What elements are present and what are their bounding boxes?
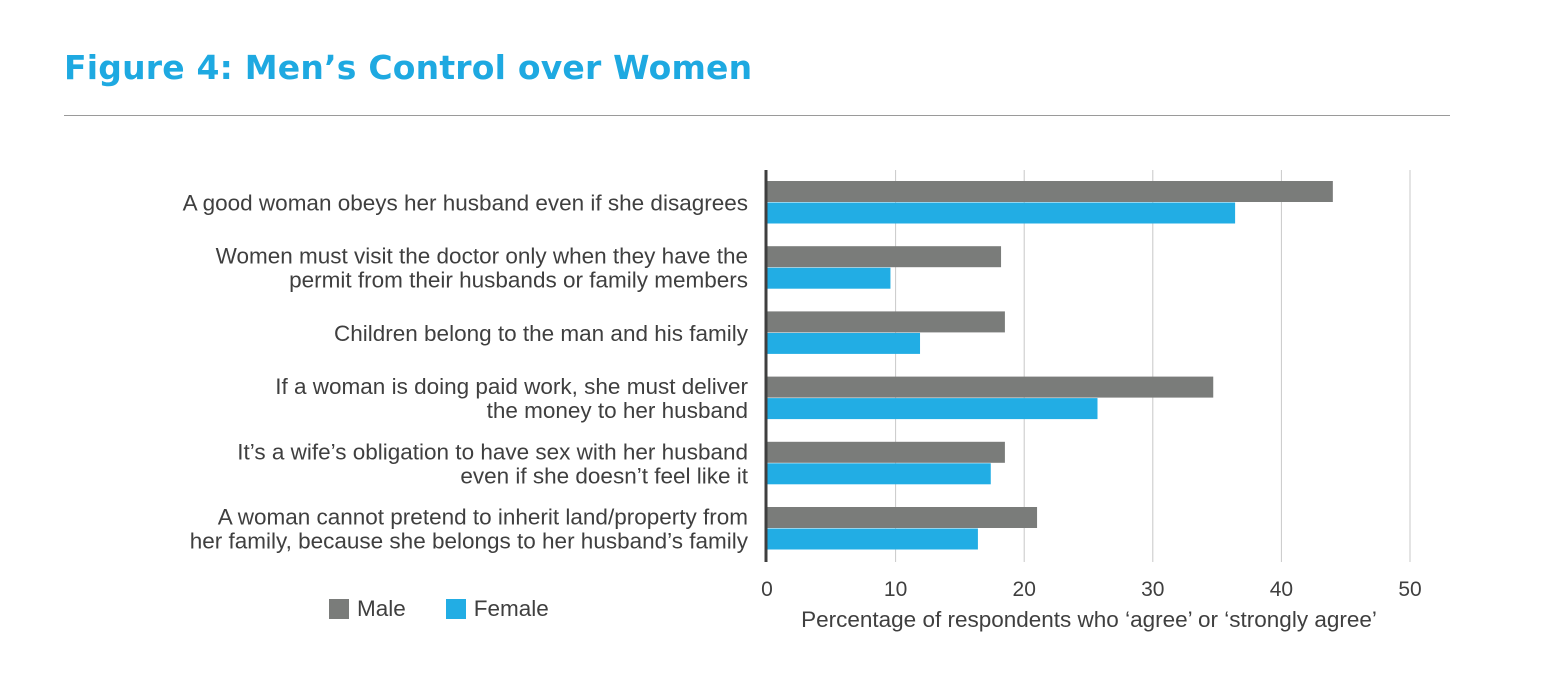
title-divider [64,115,1450,116]
gridlines [895,170,1411,562]
legend-swatch-female [445,599,466,619]
legend-item-female: Female [445,596,549,622]
x-tick-label: 0 [761,578,773,601]
category-label: Women must visit the doctor only when th… [216,244,748,293]
x-tick-label: 40 [1270,578,1293,601]
category-label: A good woman obeys her husband even if s… [183,191,748,216]
bar-male [767,376,1214,398]
bar-male [767,441,1005,463]
legend: Male Female [329,596,589,622]
category-label: If a woman is doing paid work, she must … [275,374,748,423]
bar-male [767,311,1005,333]
axes: 0 10 20 30 40 50 [761,170,1422,601]
legend-item-male: Male [329,596,406,622]
bar-female [767,202,1236,224]
legend-swatch-male [329,599,349,619]
bar-male [767,246,1002,268]
category-labels: A good woman obeys her husband even if s… [183,191,749,554]
figure-title: Figure 4: Men’s Control over Women [64,48,753,87]
legend-label-male: Male [357,596,406,621]
category-label: It’s a wife’s obligation to have sex wit… [237,439,748,488]
x-tick-label: 20 [1013,578,1036,601]
x-tick-label: 50 [1398,578,1421,601]
x-axis-label: Percentage of respondents who ‘agree’ or… [801,607,1377,632]
bar-female [767,398,1098,420]
category-label: A woman cannot pretend to inherit land/p… [190,505,749,554]
bar-female [767,332,921,354]
bars [767,181,1333,550]
bar-female [767,528,978,550]
x-tick-label: 10 [884,578,907,601]
bar-female [767,463,991,485]
bar-male [767,507,1038,528]
legend-label-female: Female [473,596,549,621]
category-label: Children belong to the man and his famil… [334,321,749,346]
x-tick-label: 30 [1141,578,1164,601]
bar-male [767,181,1333,202]
bar-female [767,267,891,289]
